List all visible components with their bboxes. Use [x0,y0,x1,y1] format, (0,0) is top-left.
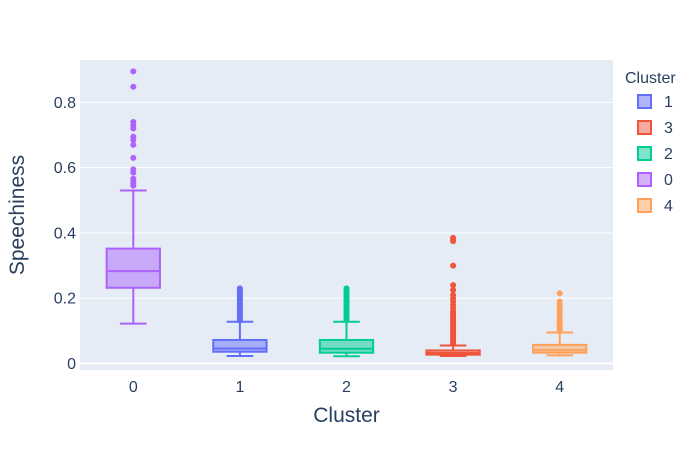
legend-swatch [637,94,652,109]
x-tick-label: 3 [449,379,458,396]
legend-label: 2 [664,146,673,163]
outlier-point [130,154,137,161]
outlier-point [556,298,563,305]
y-axis-title: Speechiness [6,155,29,275]
legend-swatch [637,120,652,135]
legend-swatch [637,146,652,161]
box-traces [105,68,588,358]
y-tick-label: 0.6 [54,160,76,177]
box-body [212,338,268,353]
outlier-point [130,119,137,125]
x-tick-labels: 0 1 2 3 4 [129,379,564,396]
outlier-point [450,282,457,289]
legend-item: 0 [637,172,673,189]
legend-label: 1 [664,94,673,111]
x-tick-label: 4 [555,379,564,396]
box-body [105,247,161,289]
legend-item: 1 [637,94,673,111]
outlier-point [556,290,563,297]
y-tick-label: 0.8 [54,95,76,112]
legend-item: 4 [637,198,673,215]
legend-label: 4 [664,198,673,215]
y-tick-label: 0 [67,356,76,373]
outlier-point [343,285,350,292]
legend-swatch [637,172,652,187]
x-tick-label: 2 [342,379,351,396]
legend: Cluster 1 3 2 0 4 [625,70,676,215]
legend-label: 0 [664,172,673,189]
legend-label: 3 [664,120,673,137]
outlier-point [130,68,137,75]
box-trace [212,285,268,357]
outlier-point [130,141,137,148]
legend-title: Cluster [625,70,676,87]
box-trace [105,68,161,325]
outlier-point [130,133,137,140]
x-tick-label: 1 [235,379,244,396]
legend-item: 3 [637,120,673,137]
outlier-point [130,175,137,182]
y-tick-label: 0.4 [54,225,76,242]
box-body [318,338,375,354]
outlier-point [130,166,137,173]
box-trace [532,290,588,357]
x-axis-title: Cluster [313,404,380,427]
outlier-point [450,291,457,298]
legend-item: 2 [637,146,673,163]
outlier-point [236,285,243,292]
y-tick-labels: 0 0.2 0.4 0.6 0.8 [54,95,76,373]
x-tick-label: 0 [129,379,138,396]
box-trace [318,285,375,358]
outlier-point [130,83,137,90]
box-body [532,343,588,354]
outlier-point [450,234,457,241]
y-tick-label: 0.2 [54,291,76,308]
outlier-point [450,287,457,294]
outlier-point [450,262,457,269]
legend-swatch [637,198,652,213]
box-trace [425,234,481,357]
